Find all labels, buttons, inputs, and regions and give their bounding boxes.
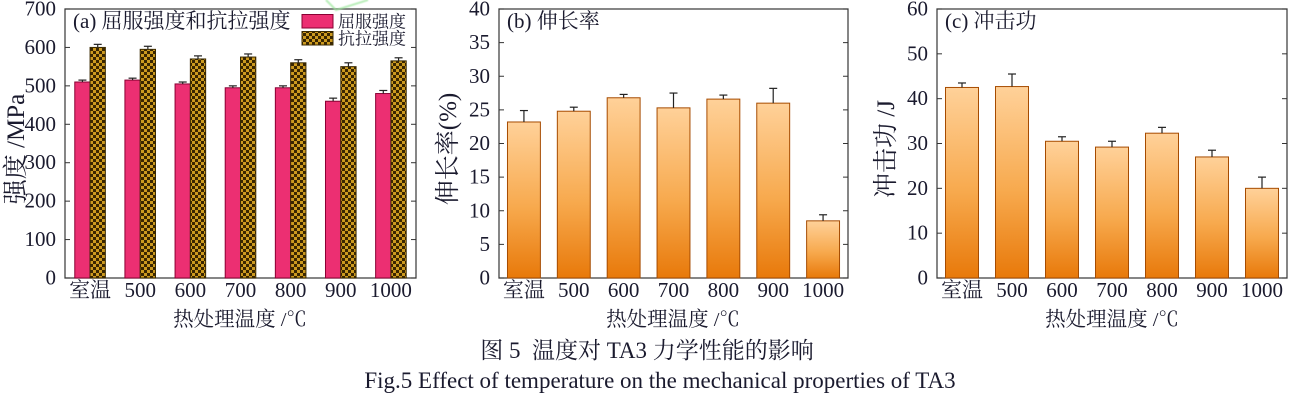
svg-text:(c) 冲击功: (c) 冲击功 [945,9,1037,33]
svg-text:700: 700 [225,278,257,302]
svg-text:800: 800 [1146,278,1178,302]
svg-text:1000: 1000 [1241,278,1283,302]
svg-text:900: 900 [757,278,789,302]
svg-text:700: 700 [1096,278,1128,302]
svg-text:10: 10 [469,198,490,222]
svg-text:伸长率(%): 伸长率(%) [434,93,462,205]
svg-text:900: 900 [325,278,357,302]
svg-text:1000: 1000 [802,278,844,302]
svg-text:500: 500 [25,73,57,97]
svg-text:500: 500 [124,278,156,302]
svg-text:Fig.5 Effect of temperature o: Fig.5 Effect of temperature on the mecha… [364,368,955,393]
svg-text:0: 0 [918,266,929,290]
svg-text:5: 5 [480,232,491,256]
svg-text:10: 10 [907,221,928,245]
svg-text:35: 35 [469,30,490,54]
svg-text:500: 500 [558,278,590,302]
svg-text:40: 40 [469,0,490,21]
svg-text:30: 30 [469,64,490,88]
svg-text:热处理温度 /℃: 热处理温度 /℃ [173,308,307,331]
svg-text:600: 600 [1046,278,1078,302]
svg-text:100: 100 [25,227,57,251]
svg-text:20: 20 [907,176,928,200]
svg-text:700: 700 [658,278,690,302]
svg-text:室温: 室温 [69,278,111,302]
svg-text:(b) 伸长率: (b) 伸长率 [507,9,600,33]
svg-text:30: 30 [907,131,928,155]
svg-text:50: 50 [907,41,928,65]
svg-text:600: 600 [608,278,640,302]
svg-text:图 5 温度对 TA3 力学性能的影响: 图 5 温度对 TA3 力学性能的影响 [480,338,814,363]
svg-text:强度 /MPa: 强度 /MPa [2,94,30,204]
svg-text:抗拉强度: 抗拉强度 [338,30,406,49]
svg-text:40: 40 [907,86,928,110]
svg-text:700: 700 [25,0,57,21]
svg-text:热处理温度 /℃: 热处理温度 /℃ [1045,308,1179,331]
svg-text:900: 900 [1196,278,1228,302]
svg-text:0: 0 [480,266,491,290]
svg-text:25: 25 [469,97,490,121]
svg-text:0: 0 [46,266,57,290]
svg-text:15: 15 [469,165,490,189]
svg-text:600: 600 [25,35,57,59]
svg-text:冲击功 /J: 冲击功 /J [872,100,900,198]
svg-text:1000: 1000 [370,278,412,302]
svg-text:(a) 屈服强度和抗拉强度: (a) 屈服强度和抗拉强度 [73,9,291,33]
svg-text:800: 800 [708,278,740,302]
svg-text:500: 500 [996,278,1028,302]
svg-text:室温: 室温 [941,278,983,302]
svg-text:60: 60 [907,0,928,21]
svg-text:800: 800 [275,278,307,302]
svg-text:20: 20 [469,131,490,155]
svg-text:室温: 室温 [503,278,545,302]
svg-text:600: 600 [175,278,207,302]
svg-text:热处理温度 /℃: 热处理温度 /℃ [606,308,740,331]
